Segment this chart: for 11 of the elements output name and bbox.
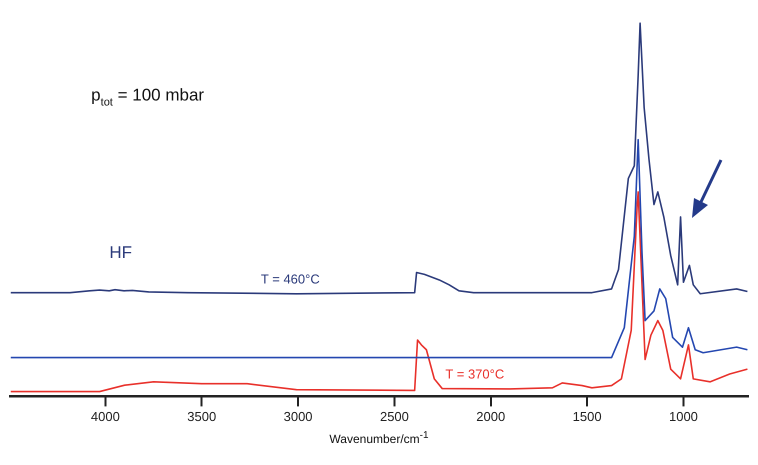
x-tick-label: 4000 [90, 408, 120, 424]
x-tick-label: 2000 [476, 408, 506, 424]
x-axis-title: Wavenumber/cm$^{-1}$ [328, 430, 430, 446]
series-label: T = 370°C [445, 366, 504, 382]
series-label: T = 460°C [260, 272, 320, 287]
x-tick-label: 3500 [187, 408, 216, 424]
x-tick-label: 1000 [668, 408, 698, 424]
x-tick-label: 3000 [284, 408, 313, 424]
annotation: HF [109, 243, 132, 262]
x-tick-label: 1500 [572, 408, 602, 424]
x-tick-label: 2500 [380, 408, 409, 424]
